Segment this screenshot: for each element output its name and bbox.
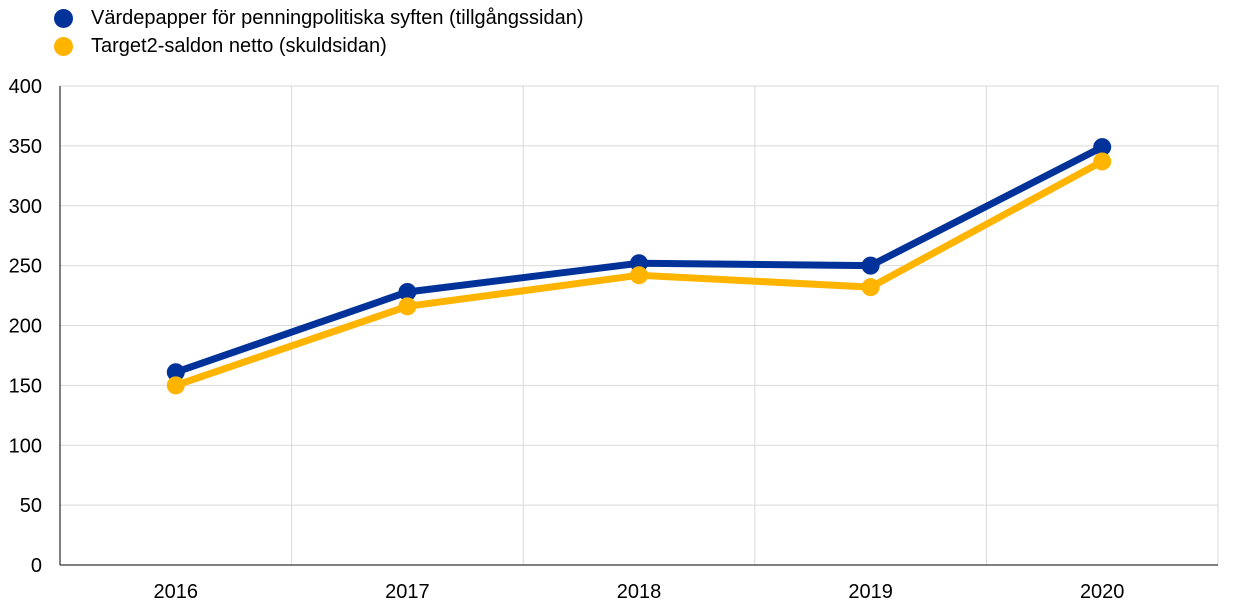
series-1-point-2017: [398, 282, 417, 301]
y-tick-label-200: 200: [9, 316, 42, 338]
x-tick-label-2018: 2018: [617, 581, 662, 603]
series-lines: [166, 138, 1112, 395]
series-1-point-2020: [1093, 138, 1112, 157]
x-tick-label-2020: 2020: [1080, 581, 1125, 603]
legend-label-series-2: Target2-saldon netto (skuldsidan): [91, 34, 387, 57]
grid-lines: [60, 85, 1219, 565]
series-2-point-2020: [1093, 152, 1112, 171]
tick-labels: 0 50 100 150 200 250 300 350 400 2016 2017 2018 2019…: [9, 76, 1125, 603]
y-tick-label-50: 50: [20, 495, 42, 517]
legend-label-series-1: Värdepapper för penningpolitiska syften …: [91, 6, 584, 29]
y-tick-label-300: 300: [9, 196, 42, 218]
series-2-point-2018: [630, 266, 648, 285]
legend-item-series-2: Target2-saldon netto (skuldsidan): [54, 32, 584, 60]
legend-marker-series-2: [54, 36, 73, 56]
axes: [59, 86, 1218, 566]
x-tick-label-2019: 2019: [848, 581, 893, 603]
y-tick-label-250: 250: [9, 256, 42, 278]
series-1-point-2016: [166, 363, 185, 382]
y-tick-label-350: 350: [9, 136, 42, 158]
y-tick-label-150: 150: [9, 375, 42, 397]
chart-legend: Värdepapper för penningpolitiska syften …: [54, 4, 584, 60]
legend-item-series-1: Värdepapper för penningpolitiska syften …: [54, 4, 584, 32]
series-1: [166, 138, 1112, 382]
series-2: [166, 152, 1112, 395]
series-1-point-2019: [861, 256, 880, 275]
y-tick-label-0: 0: [31, 555, 42, 577]
series-2-point-2019: [861, 278, 880, 297]
series-2-point-2016: [166, 376, 185, 395]
x-tick-label-2017: 2017: [385, 581, 430, 603]
series-2-point-2017: [398, 297, 417, 316]
legend-marker-series-1: [54, 8, 73, 28]
x-tick-label-2016: 2016: [154, 581, 199, 603]
y-tick-label-400: 400: [9, 76, 42, 98]
y-tick-label-100: 100: [9, 435, 42, 457]
